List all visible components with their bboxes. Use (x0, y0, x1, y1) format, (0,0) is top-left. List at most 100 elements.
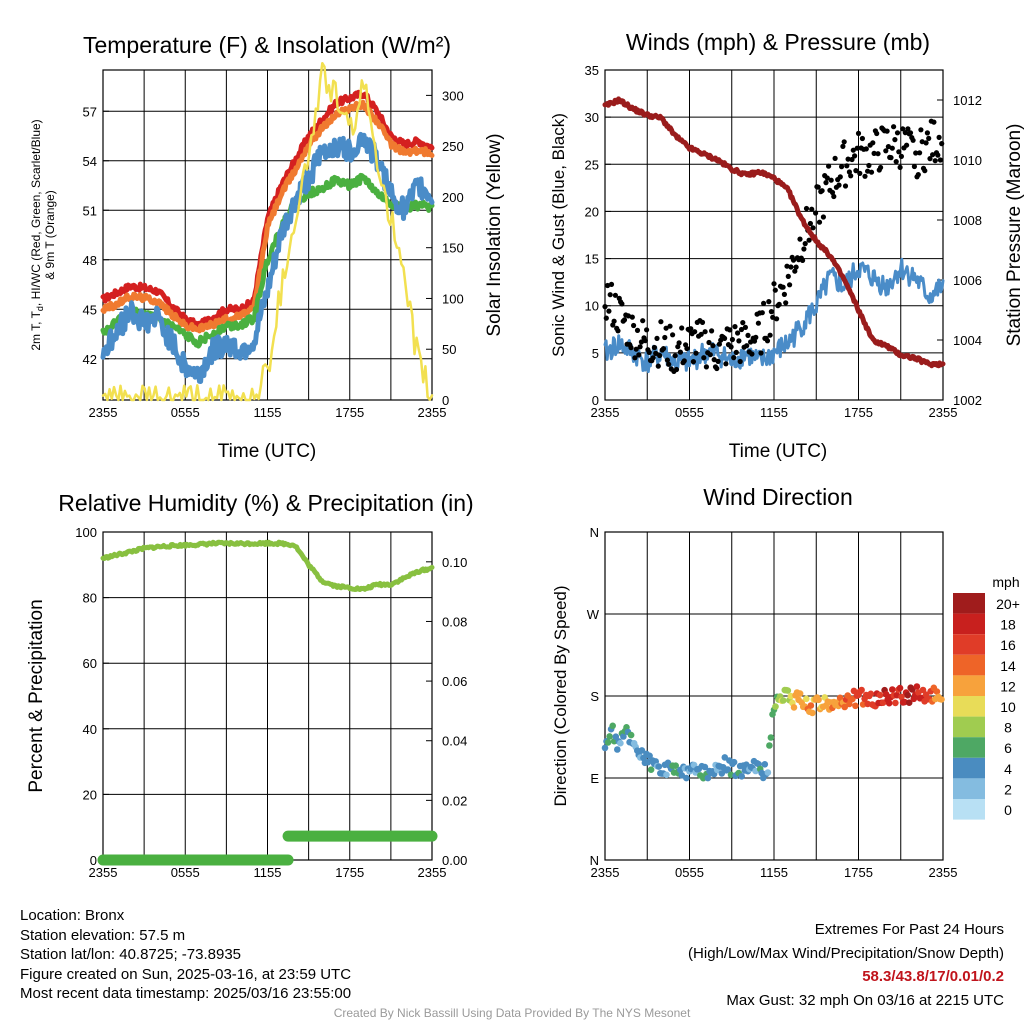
credit-line: Created By Nick Bassill Using Data Provi… (333, 1006, 691, 1020)
gust-point (883, 148, 889, 154)
legend-label: 2 (1004, 781, 1012, 797)
gust-point (679, 325, 685, 331)
direction-point (721, 754, 729, 761)
direction-point (803, 695, 810, 703)
direction-point (790, 704, 798, 711)
gust-point (785, 273, 791, 279)
gust-point (745, 332, 751, 338)
direction-point (672, 762, 679, 769)
rh-xtick-label: 1755 (335, 865, 364, 880)
legend-swatch (953, 716, 985, 738)
gust-point (868, 169, 875, 175)
rh-ytick-label: 0 (90, 853, 97, 868)
gust-point (646, 349, 652, 355)
legend-swatch (953, 654, 985, 676)
temp-ylabel-line2: & 9m T (Orange) (43, 190, 57, 280)
gust-point (787, 282, 793, 288)
direction-point (601, 744, 609, 752)
gust-point (608, 281, 615, 287)
gust-point (706, 339, 712, 346)
gust-point (603, 315, 609, 321)
gust-point (840, 143, 846, 149)
gust-point (792, 268, 798, 274)
gust-point (702, 329, 708, 335)
direction-point (701, 763, 709, 771)
gust-point (806, 237, 812, 243)
gust-point (922, 168, 928, 174)
temp-ytick-label: 48 (83, 253, 97, 268)
legend-label: 4 (1004, 761, 1012, 777)
legend-label: 18 (1000, 617, 1016, 633)
gust-point (826, 163, 832, 169)
gust-point (854, 145, 860, 151)
winds-ytick-label: 35 (585, 63, 599, 78)
gust-point (863, 146, 869, 152)
direction-point (761, 761, 769, 768)
legend-label: 16 (1000, 637, 1016, 653)
gust-point (788, 264, 794, 270)
gust-point (654, 335, 660, 341)
gust-point (896, 149, 902, 155)
gust-point (688, 326, 694, 332)
gust-point (673, 366, 680, 373)
gust-point (820, 214, 827, 220)
gust-point (657, 352, 663, 359)
dir-title: Wind Direction (703, 484, 853, 510)
gust-point (810, 225, 816, 231)
gust-point (824, 175, 830, 181)
gust-point (862, 173, 868, 179)
gust-point (716, 341, 723, 347)
winds-ytick-label: 25 (585, 157, 599, 172)
gust-point (681, 358, 687, 364)
temp-xlabel: Time (UTC) (218, 441, 317, 462)
legend-swatch (953, 799, 985, 820)
gust-point (936, 134, 942, 140)
direction-point (724, 766, 732, 773)
gust-point (629, 314, 635, 320)
gust-point (937, 157, 944, 163)
gust-point (621, 317, 628, 323)
gust-point (892, 137, 898, 143)
rh-xtick-label: 0555 (171, 865, 200, 880)
direction-point (852, 702, 859, 710)
legend-swatch (953, 613, 985, 635)
direction-point (766, 742, 773, 749)
rh-ytick-label: 80 (83, 591, 97, 606)
gust-point (662, 334, 668, 341)
legend-label: 0 (1004, 802, 1012, 818)
temp-xtick-label: 0555 (171, 405, 200, 420)
gust-point (759, 310, 765, 316)
temp-xtick-label: 1155 (254, 405, 282, 420)
winds-ylabel-left: Sonic Wind & Gust (Blue, Black) (549, 113, 568, 357)
rh-ytick-label: 60 (83, 656, 97, 671)
temp-ytick-label-right: 250 (442, 139, 464, 154)
gust-point (832, 155, 838, 161)
gust-point (764, 338, 771, 344)
gust-point (731, 355, 737, 361)
direction-point (904, 691, 911, 699)
gust-point (761, 300, 767, 306)
gust-point (749, 351, 755, 357)
gust-point (917, 150, 923, 156)
legend-label: 6 (1004, 740, 1012, 756)
gust-point (774, 316, 780, 322)
winds-xtick-label: 0555 (675, 405, 704, 420)
gust-point (894, 130, 901, 136)
direction-point (620, 733, 627, 740)
gust-point (884, 128, 890, 134)
gust-point (742, 324, 749, 330)
direction-point (876, 691, 884, 699)
temperature-insolation-chart: Temperature (F) & Insolation (W/m²)2355 0… (29, 32, 505, 462)
gust-point (753, 334, 759, 340)
gust-point (893, 159, 899, 165)
gust-point (927, 156, 933, 162)
temp-ytick-label: 54 (83, 154, 97, 169)
gust-point (625, 313, 632, 319)
legend-swatch (953, 675, 985, 696)
gust-point (837, 174, 843, 180)
station-latlon: Station lat/lon: 40.8725; -73.8935 (20, 946, 242, 964)
humidity-precip-chart: Relative Humidity (%) & Precipitation (i… (26, 490, 474, 880)
winds-ytick-label-right: 1012 (953, 93, 982, 108)
